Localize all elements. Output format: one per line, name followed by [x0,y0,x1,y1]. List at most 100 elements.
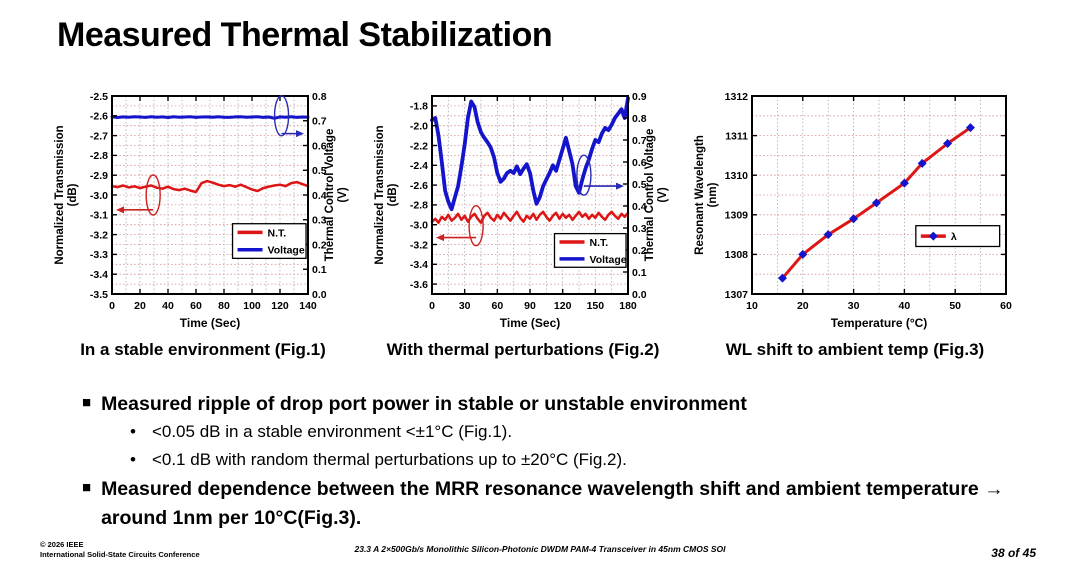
sub-bullet-text: <0.1 dB with random thermal perturbation… [151,449,627,469]
svg-text:0.0: 0.0 [312,289,327,301]
svg-text:1310: 1310 [725,170,749,182]
svg-text:-3.0: -3.0 [90,190,108,202]
svg-text:20: 20 [134,300,146,312]
svg-text:0.1: 0.1 [312,264,327,276]
svg-text:0.4: 0.4 [312,190,327,202]
figure-1-stable-environment: -2.5 -2.6 -2.7 -2.8 -2.9 -3.0 -3.1 -3.2 -3.3 -3.4… [50,86,356,360]
svg-text:(V): (V) [337,187,349,203]
svg-text:0.8: 0.8 [312,91,327,103]
svg-text:-2.2: -2.2 [410,140,428,152]
svg-text:1308: 1308 [725,249,749,261]
svg-text:-2.6: -2.6 [410,180,428,192]
svg-text:1309: 1309 [725,210,749,222]
svg-text:120: 120 [271,300,289,312]
svg-text:Voltage: Voltage [268,245,305,257]
footer-copyright: © 2026 IEEE International Solid-State Ci… [40,540,200,560]
svg-text:40: 40 [162,300,174,312]
svg-text:60: 60 [1000,300,1012,312]
svg-text:0: 0 [429,300,435,312]
sub-bullet-item: • <0.1 dB with random thermal perturbati… [82,446,1027,474]
svg-text:(V): (V) [657,187,669,203]
svg-text:10: 10 [746,300,758,312]
svg-text:0.7: 0.7 [312,116,327,128]
svg-text:1307: 1307 [725,289,749,301]
svg-text:-3.2: -3.2 [90,229,108,241]
svg-text:-2.8: -2.8 [90,150,108,162]
svg-text:N.T.: N.T. [590,237,609,249]
sub-bullet-text: <0.05 dB in a stable environment <±1°C (… [151,422,513,442]
svg-text:1311: 1311 [725,130,748,142]
svg-text:λ: λ [951,231,957,243]
footer-copyright-line2: International Solid-State Circuits Confe… [40,549,200,559]
svg-text:-2.5: -2.5 [90,91,108,103]
svg-text:0.5: 0.5 [632,179,647,191]
svg-text:180: 180 [619,300,637,312]
svg-text:0.4: 0.4 [632,201,647,213]
charts-row: -2.5 -2.6 -2.7 -2.8 -2.9 -3.0 -3.1 -3.2 -3.3 -3.4… [50,86,1020,360]
dot-bullet-icon: • [130,449,136,469]
chart-stable-environment: -2.5 -2.6 -2.7 -2.8 -2.9 -3.0 -3.1 -3.2 -3.3 -3.4… [54,91,349,330]
svg-text:-2.8: -2.8 [410,200,428,212]
svg-text:0.9: 0.9 [632,91,647,103]
svg-text:-2.9: -2.9 [90,170,108,182]
svg-text:40: 40 [899,300,911,312]
svg-text:-3.1: -3.1 [90,210,108,222]
svg-text:90: 90 [524,300,536,312]
sub-bullet-item: • <0.05 dB in a stable environment <±1°C… [82,418,1027,446]
svg-text:60: 60 [190,300,202,312]
svg-text:Time (Sec): Time (Sec) [180,316,240,330]
footer-paper-title: 23.3 A 2×500Gb/s Monolithic Silicon-Phot… [354,544,726,554]
svg-text:-2.0: -2.0 [410,121,428,133]
figure-1-caption: In a stable environment (Fig.1) [80,340,326,359]
svg-text:-3.6: -3.6 [410,279,428,291]
svg-text:Resonant Wavelength: Resonant Wavelength [694,135,706,255]
svg-text:20: 20 [797,300,809,312]
svg-text:0: 0 [109,300,115,312]
svg-text:-3.0: -3.0 [410,220,428,232]
svg-text:50: 50 [949,300,961,312]
bullet-list: ■ Measured ripple of drop port power in … [82,388,1027,532]
svg-text:-3.5: -3.5 [90,289,108,301]
svg-text:(nm): (nm) [707,182,719,207]
svg-text:(dB): (dB) [67,183,79,206]
svg-text:Voltage: Voltage [590,254,627,266]
svg-text:Temperature (°C): Temperature (°C) [831,316,928,330]
svg-text:0.5: 0.5 [312,165,327,177]
figure-3-caption: WL shift to ambient temp (Fig.3) [725,340,985,359]
svg-text:0.2: 0.2 [632,245,647,257]
svg-text:-1.8: -1.8 [410,101,428,113]
slide-title: Measured Thermal Stabilization [57,16,553,54]
svg-text:120: 120 [554,300,572,312]
bullet-text: Measured ripple of drop port power in st… [101,393,747,415]
svg-text:Time (Sec): Time (Sec) [500,316,560,330]
svg-text:Normalized Transmission: Normalized Transmission [54,125,66,264]
svg-text:Thermal Control Voltage: Thermal Control Voltage [644,129,656,262]
svg-text:0.1: 0.1 [632,267,647,279]
svg-text:1312: 1312 [725,91,749,103]
footer-copyright-line1: © 2026 IEEE [40,539,84,549]
svg-text:Thermal Control Voltage: Thermal Control Voltage [324,129,336,262]
svg-text:140: 140 [299,300,317,312]
svg-text:0.8: 0.8 [632,113,647,125]
svg-text:0.7: 0.7 [632,135,647,147]
dot-bullet-icon: • [130,422,136,442]
footer-page-indicator: 38 of 45 [991,546,1036,560]
svg-text:-3.3: -3.3 [90,249,108,261]
svg-text:0.2: 0.2 [312,239,327,251]
figure-2-caption: With thermal perturbations (Fig.2) [386,340,660,359]
svg-text:-3.4: -3.4 [410,259,428,271]
svg-text:0.6: 0.6 [312,140,327,152]
svg-text:30: 30 [459,300,471,312]
svg-text:-2.7: -2.7 [90,130,108,142]
chart-wavelength-shift: 1307 1308 1309 1310 1311 1312 10 20 30 40 50 60 Reso… [694,91,1012,330]
bullet-item: ■ Measured dependence between the MRR re… [82,475,1027,532]
svg-text:0.6: 0.6 [632,157,647,169]
svg-text:-2.6: -2.6 [90,111,108,123]
bullet-item: ■ Measured ripple of drop port power in … [82,390,1027,418]
figure-3-wavelength-shift: 1307 1308 1309 1310 1311 1312 10 20 30 40 50 60 Reso… [690,86,1020,360]
figure-2-thermal-perturbations: -1.8 -2.0 -2.2 -2.4 -2.6 -2.8 -3.0 -3.2 -3.4 -3.6… [370,86,676,360]
svg-text:-3.2: -3.2 [410,239,428,251]
svg-text:100: 100 [243,300,261,312]
svg-text:-2.4: -2.4 [410,160,428,172]
